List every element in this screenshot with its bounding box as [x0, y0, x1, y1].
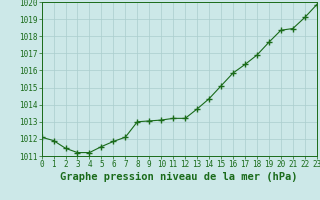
X-axis label: Graphe pression niveau de la mer (hPa): Graphe pression niveau de la mer (hPa) — [60, 172, 298, 182]
